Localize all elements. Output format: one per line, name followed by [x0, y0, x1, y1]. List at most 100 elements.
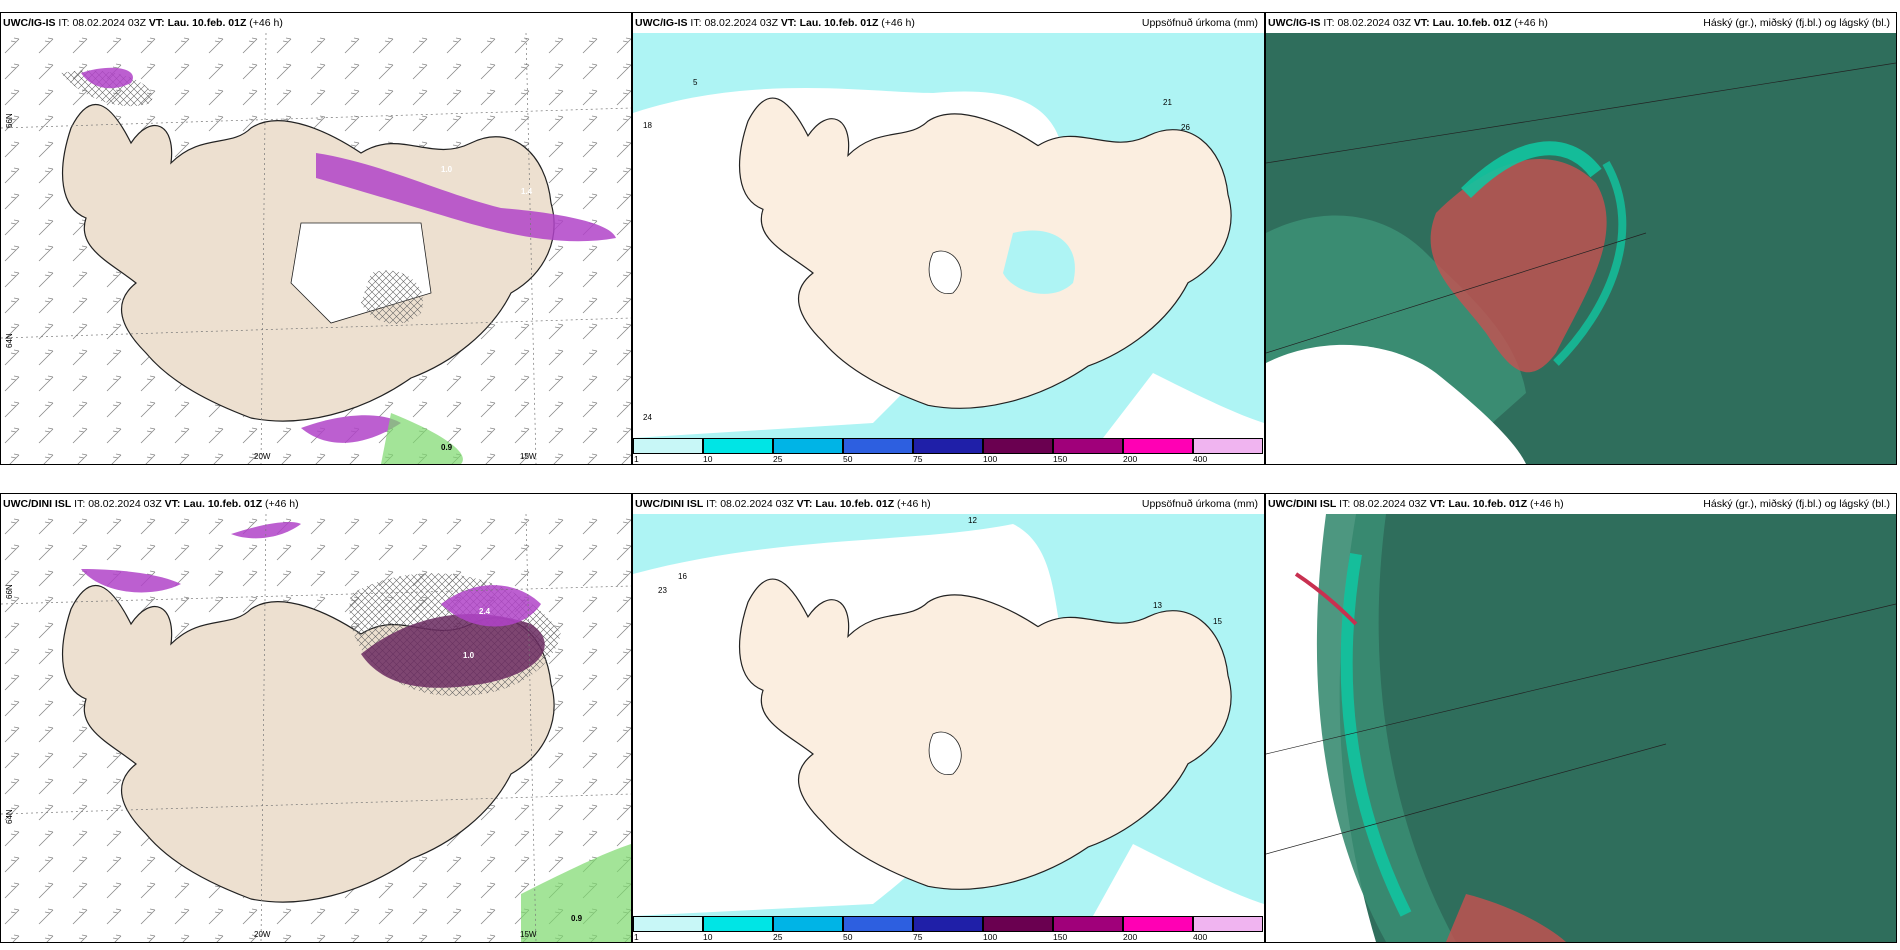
snow-value-label: 2.4 [479, 607, 491, 616]
cloud-map [1266, 514, 1896, 942]
precip-title: Uppsöfnuð úrkoma (mm) [1141, 17, 1258, 29]
colorbar-swatch [1053, 916, 1123, 932]
model-name: UWC/IG-IS [3, 17, 56, 29]
cloud-title: Háský (gr.), miðský (fj.bl.) og lágský (… [1703, 17, 1890, 29]
it-label: IT: [74, 498, 86, 510]
panel-header: UWC/DINI ISL IT: 08.02.2024 03Z VT: Lau.… [633, 494, 1264, 514]
colorbar-swatch [773, 916, 843, 932]
precip-colorbar: 1 10 25 50 75 100 150 200 400 [633, 916, 1264, 942]
wind-map [1, 33, 631, 464]
lat-label-66n: 66N [5, 584, 14, 599]
colorbar-swatch [1123, 438, 1193, 454]
lon-label-20w: 20W [254, 930, 271, 939]
lat-label-64n: 64N [5, 333, 14, 348]
colorbar-tick: 100 [983, 454, 998, 464]
panel-header: UWC/DINI ISL IT: 08.02.2024 03Z VT: Lau.… [1266, 494, 1896, 514]
colorbar-swatch [1193, 438, 1263, 454]
colorbar-swatch [913, 916, 983, 932]
init-time: 08.02.2024 03Z [1337, 17, 1411, 29]
lead-time: (+46 h) [897, 498, 931, 510]
model-name: UWC/DINI ISL [3, 498, 72, 510]
colorbar-tick: 1 [634, 454, 639, 464]
colorbar-swatch [913, 438, 983, 454]
valid-time: Lau. 10.feb. 01Z [183, 498, 263, 510]
precip-value: 23 [658, 586, 667, 595]
colorbar-swatch [843, 916, 913, 932]
it-label: IT: [1323, 17, 1335, 29]
colorbar-swatch [633, 438, 703, 454]
colorbar-tick: 150 [1053, 454, 1068, 464]
lat-label-64n: 64N [5, 809, 14, 824]
colorbar-tick: 200 [1123, 932, 1138, 942]
panel-bottom-left-wind-snow: UWC/DINI ISL IT: 08.02.2024 03Z VT: Lau.… [0, 493, 632, 943]
lat-label-66n: 66N [5, 113, 14, 128]
precip-title: Uppsöfnuð úrkoma (mm) [1141, 498, 1258, 510]
panel-header: UWC/IG-IS IT: 08.02.2024 03Z VT: Lau. 10… [1, 13, 631, 33]
colorbar-swatch [1123, 916, 1193, 932]
colorbar-swatch [1053, 438, 1123, 454]
valid-time: Lau. 10.feb. 01Z [815, 498, 895, 510]
colorbar-tick: 50 [843, 932, 853, 942]
colorbar-tick: 150 [1053, 932, 1068, 942]
lead-time: (+46 h) [881, 17, 915, 29]
colorbar-swatch [983, 438, 1053, 454]
colorbar-tick: 75 [913, 932, 923, 942]
panel-header: UWC/DINI ISL IT: 08.02.2024 03Z VT: Lau.… [1, 494, 631, 514]
valid-time: Lau. 10.feb. 01Z [799, 17, 879, 29]
it-label: IT: [690, 17, 702, 29]
colorbar-swatch [773, 438, 843, 454]
valid-time: Lau. 10.feb. 01Z [167, 17, 247, 29]
vt-label: VT: [148, 17, 165, 29]
snow-value-label: 1.0 [441, 165, 453, 174]
panel-header: UWC/IG-IS IT: 08.02.2024 03Z VT: Lau. 10… [633, 13, 1264, 33]
precip-value: 26 [1181, 123, 1190, 132]
panel-top-left-wind-snow: UWC/IG-IS IT: 08.02.2024 03Z VT: Lau. 10… [0, 12, 632, 465]
snow-value-label: 2.4 [105, 60, 117, 69]
colorbar-tick: 25 [773, 454, 783, 464]
init-time: 08.02.2024 03Z [720, 498, 794, 510]
snow-value-label: 0.9 [441, 443, 453, 452]
lon-label-15w: 15W [520, 930, 537, 939]
colorbar-tick: 10 [703, 932, 713, 942]
colorbar-tick: 25 [773, 932, 783, 942]
lead-time: (+46 h) [265, 498, 299, 510]
map-svg [1266, 514, 1896, 942]
cloud-title: Háský (gr.), miðský (fj.bl.) og lágský (… [1703, 498, 1890, 510]
snow-value-label: 1.0 [463, 651, 475, 660]
precip-value: 5 [693, 78, 698, 87]
colorbar-tick: 1 [634, 932, 639, 942]
panel-bottom-middle-precip: UWC/DINI ISL IT: 08.02.2024 03Z VT: Lau.… [632, 493, 1265, 943]
init-time: 08.02.2024 03Z [704, 17, 778, 29]
wind-map [1, 514, 631, 942]
vt-label: VT: [1413, 17, 1430, 29]
model-name: UWC/IG-IS [635, 17, 688, 29]
it-label: IT: [706, 498, 718, 510]
precip-value: 21 [1163, 98, 1172, 107]
precip-value: 24 [643, 413, 652, 422]
init-time: 08.02.2024 03Z [88, 498, 162, 510]
lead-time: (+46 h) [1514, 17, 1548, 29]
colorbar-swatch [703, 916, 773, 932]
panel-header: UWC/IG-IS IT: 08.02.2024 03Z VT: Lau. 10… [1266, 13, 1896, 33]
map-svg [633, 33, 1264, 438]
panel-top-right-clouds: UWC/IG-IS IT: 08.02.2024 03Z VT: Lau. 10… [1265, 12, 1897, 465]
colorbar-tick: 400 [1193, 454, 1208, 464]
colorbar-tick: 400 [1193, 932, 1208, 942]
colorbar-tick: 75 [913, 454, 923, 464]
precip-value: 18 [643, 121, 652, 130]
precip-map [633, 514, 1264, 916]
map-svg [1266, 33, 1896, 464]
precip-value: 15 [1213, 617, 1222, 626]
vt-label: VT: [796, 498, 813, 510]
map-svg [1, 514, 631, 942]
model-name: UWC/DINI ISL [1268, 498, 1337, 510]
it-label: IT: [1339, 498, 1351, 510]
panel-top-middle-precip: UWC/IG-IS IT: 08.02.2024 03Z VT: Lau. 10… [632, 12, 1265, 465]
lead-time: (+46 h) [249, 17, 283, 29]
map-svg [1, 33, 631, 464]
snow-value-label: 0.9 [571, 914, 583, 923]
lon-label-20w: 20W [254, 452, 271, 461]
model-name: UWC/IG-IS [1268, 17, 1321, 29]
panel-bottom-right-clouds: UWC/DINI ISL IT: 08.02.2024 03Z VT: Lau.… [1265, 493, 1897, 943]
cloud-map [1266, 33, 1896, 464]
